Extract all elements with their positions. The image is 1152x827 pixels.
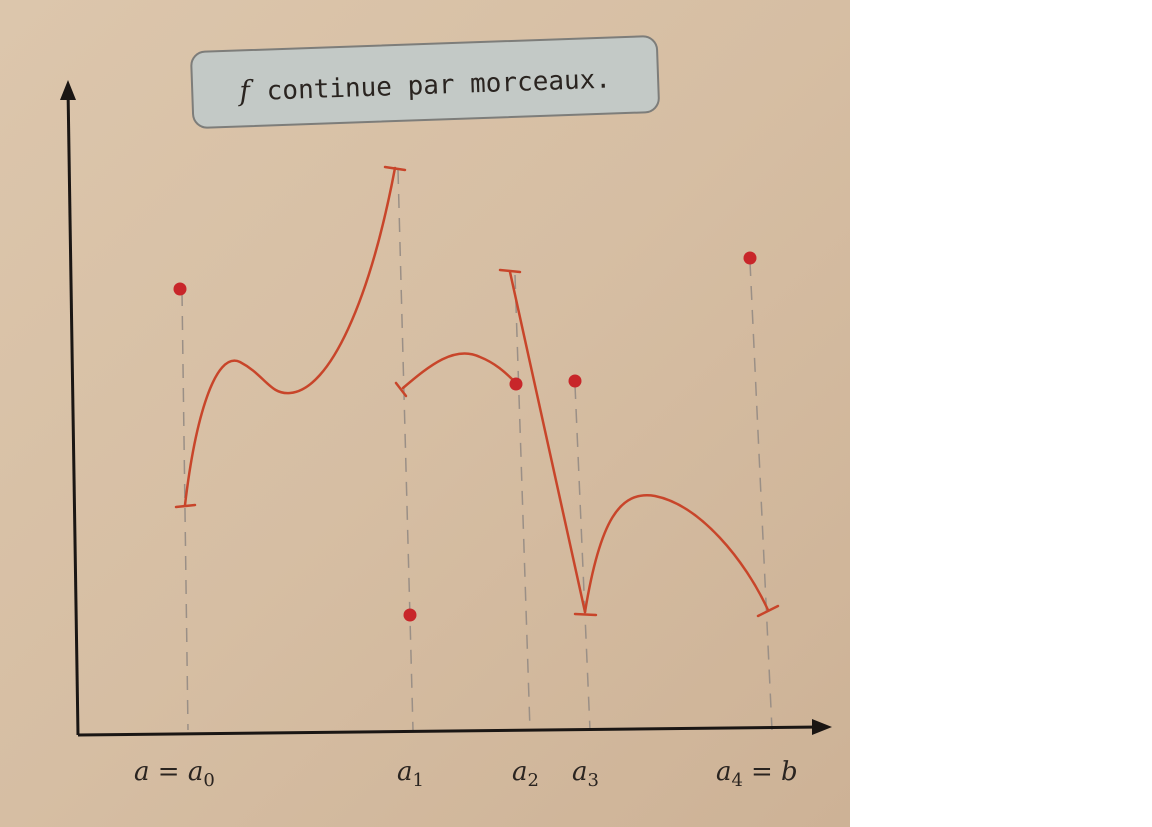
label-main: a (397, 757, 413, 787)
x-arrow (812, 719, 832, 735)
point-values (173, 251, 757, 622)
guide (749, 261, 773, 731)
curve-piece (183, 166, 397, 507)
label-tail: = b (751, 757, 798, 787)
function-graph (174, 165, 780, 618)
guide (514, 274, 531, 731)
label-main: a (512, 757, 528, 787)
label-subscript: 2 (528, 770, 539, 791)
x-label: a1 (397, 757, 424, 791)
open-end (394, 381, 408, 398)
title-frame (190, 35, 660, 129)
photo-background (0, 0, 850, 827)
y-arrow (60, 80, 76, 100)
title-box: f continue par morceaux. (190, 35, 660, 129)
label-subscript: 0 (203, 770, 214, 791)
x-axis (77, 725, 821, 737)
label-subscript: 3 (588, 770, 599, 791)
axes (60, 80, 832, 737)
guide (574, 384, 591, 731)
point (173, 282, 187, 296)
point (403, 608, 417, 622)
x-label: a = a0 (134, 757, 215, 791)
title-variable: f (237, 74, 255, 108)
guide (397, 169, 414, 731)
open-end (573, 604, 780, 618)
label-main: a (572, 757, 588, 787)
point (743, 251, 757, 265)
label-subscript: 1 (413, 770, 424, 791)
curve-piece (583, 494, 770, 614)
y-axis (66, 87, 80, 736)
point (509, 377, 523, 391)
dashed-guides (181, 169, 773, 731)
curve-piece (401, 352, 517, 390)
x-label: a2 (512, 757, 539, 791)
x-labels: a = a0 a1 a2 a3 a4 = b (134, 757, 798, 791)
open-end (174, 165, 407, 509)
x-label: a3 (572, 757, 599, 791)
guide (181, 291, 189, 731)
x-label: a4 = b (716, 757, 798, 791)
label-main: a = a (134, 757, 203, 787)
label-main: a (716, 757, 732, 787)
open-end (498, 268, 522, 274)
curve-piece (508, 270, 587, 614)
label-subscript: 4 (732, 770, 743, 791)
point (568, 374, 582, 388)
